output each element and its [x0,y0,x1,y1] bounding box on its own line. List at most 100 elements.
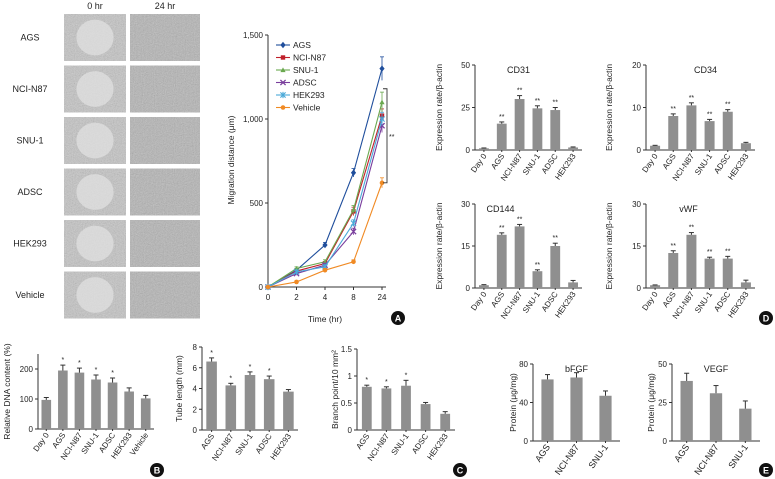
legend: AGS NCI-N87 SNU-1 ADSC HEK293 Vehicle [276,40,326,113]
bar-ags [496,234,507,288]
y-tick-label: 6 [193,364,198,373]
micrograph-scratch-gap [76,122,114,159]
y-axis-label: Expression rate/β-actin [604,202,614,289]
y-tick-label: 50 [658,360,667,369]
x-tick-label-hek293: HEK293 [425,432,450,462]
chart-title: CD31 [507,65,530,75]
y-axis-label: Expression rate/β-actin [434,64,444,151]
chart-title: VEGF [704,364,729,374]
y-tick-label: 20 [632,61,641,70]
significance-star: ** [671,243,677,250]
bar-nci-n87 [381,388,392,430]
y-tick-label: 8 [193,343,198,352]
point-vehicle [294,279,299,285]
svg-text:A: A [395,314,402,324]
significance-star: ** [499,225,505,232]
bar-ags [496,123,507,150]
x-tick-label-ags: AGS [354,432,371,451]
chart-e2: 0 25 50 AGS NCI-N87 SNU-1 VEGF Protein (μg/mg) [646,360,760,477]
point-snu-1 [379,99,385,105]
svg-text:E: E [763,466,769,476]
significance-star: * [210,350,213,357]
y-tick-label: 1,000 [243,115,264,124]
bar-adsc [722,258,733,288]
y-tick-label: 0 [637,146,642,155]
svg-text:C: C [457,466,464,476]
bar-hek293 [440,413,451,430]
y-tick-label: 15 [632,242,641,251]
x-tick-label-day-0: Day 0 [640,290,660,313]
y-axis-label: Tube length (mm) [174,355,184,422]
micrograph-row-label-hek293: HEK293 [13,239,47,249]
significance-bracket [383,88,388,184]
svg-text:B: B [154,466,161,476]
bar-nci-n87 [514,99,525,150]
chart-title: bFGF [565,364,589,374]
micrograph-scratch-gap [76,225,114,262]
legend-marker [280,41,286,49]
bar-adsc [107,382,118,429]
bar-adsc [550,246,561,288]
point-vehicle [265,284,271,290]
y-tick-label: 15 [461,242,470,251]
micrograph-texture [130,65,200,113]
bar-ags [361,386,372,430]
bar-snu-1 [704,121,715,150]
point-hek293 [350,220,357,227]
micrograph-texture [130,117,200,164]
y-tick-label: 4 [193,385,198,394]
bar-ags [680,380,693,441]
bar-nci-n87 [709,393,723,441]
bar-snu-1 [532,271,543,288]
significance-star: * [385,379,388,386]
panel-letter-e: E [759,463,773,477]
legend-label-ags: AGS [293,40,311,50]
x-tick-label-hek293: HEK293 [269,432,294,462]
y-tick-label: 30 [461,200,470,209]
x-tick-label-snu-1: SNU-1 [521,290,542,315]
y-tick-label: 30 [632,200,641,209]
legend-marker [280,55,286,60]
legend-marker [279,79,287,86]
point-snu-1 [293,265,300,271]
x-tick-label-adsc: ADSC [410,432,430,456]
significance-star: ** [671,106,677,113]
chart-title: vWF [679,204,698,214]
significance-star: * [78,360,81,367]
micrograph-col-label-0hr: 0 hr [87,1,103,11]
point-ags [350,169,357,176]
bar-adsc [550,110,561,150]
y-tick-label: 1 [348,372,353,381]
panel-letter-c: C [453,463,467,477]
bar-snu-1 [244,375,256,430]
legend-marker [280,91,286,99]
bar-snu-1 [739,408,752,441]
x-tick-label-snu-1: SNU-1 [726,442,750,470]
y-tick-label: 40 [519,399,528,408]
bar-nci-n87 [686,105,697,150]
x-tick-label-ags: AGS [661,152,678,171]
legend-label-hek293: HEK293 [293,90,325,100]
bar-ags [668,253,679,288]
bar-nci-n87 [225,385,237,430]
y-axis-label: Protein (μg/mg) [508,373,518,432]
legend-marker [280,67,286,73]
x-tick-label-ags: AGS [489,290,506,309]
significance-star: ** [553,100,559,107]
significance-star: ** [689,225,695,232]
y-tick-label: 0 [348,426,353,435]
bar-snu-1 [532,108,543,150]
y-tick-label: 200 [20,365,34,374]
y-tick-label: 0 [29,425,34,434]
point-ags [322,241,328,249]
x-axis-label: Time (hr) [308,314,342,324]
bar-adsc [722,111,733,150]
micrograph-texture [130,271,200,319]
micrograph-texture [130,168,200,216]
y-tick-label: 2 [193,405,198,414]
panel-letter-d: D [759,311,773,325]
significance-star: ** [725,102,731,109]
